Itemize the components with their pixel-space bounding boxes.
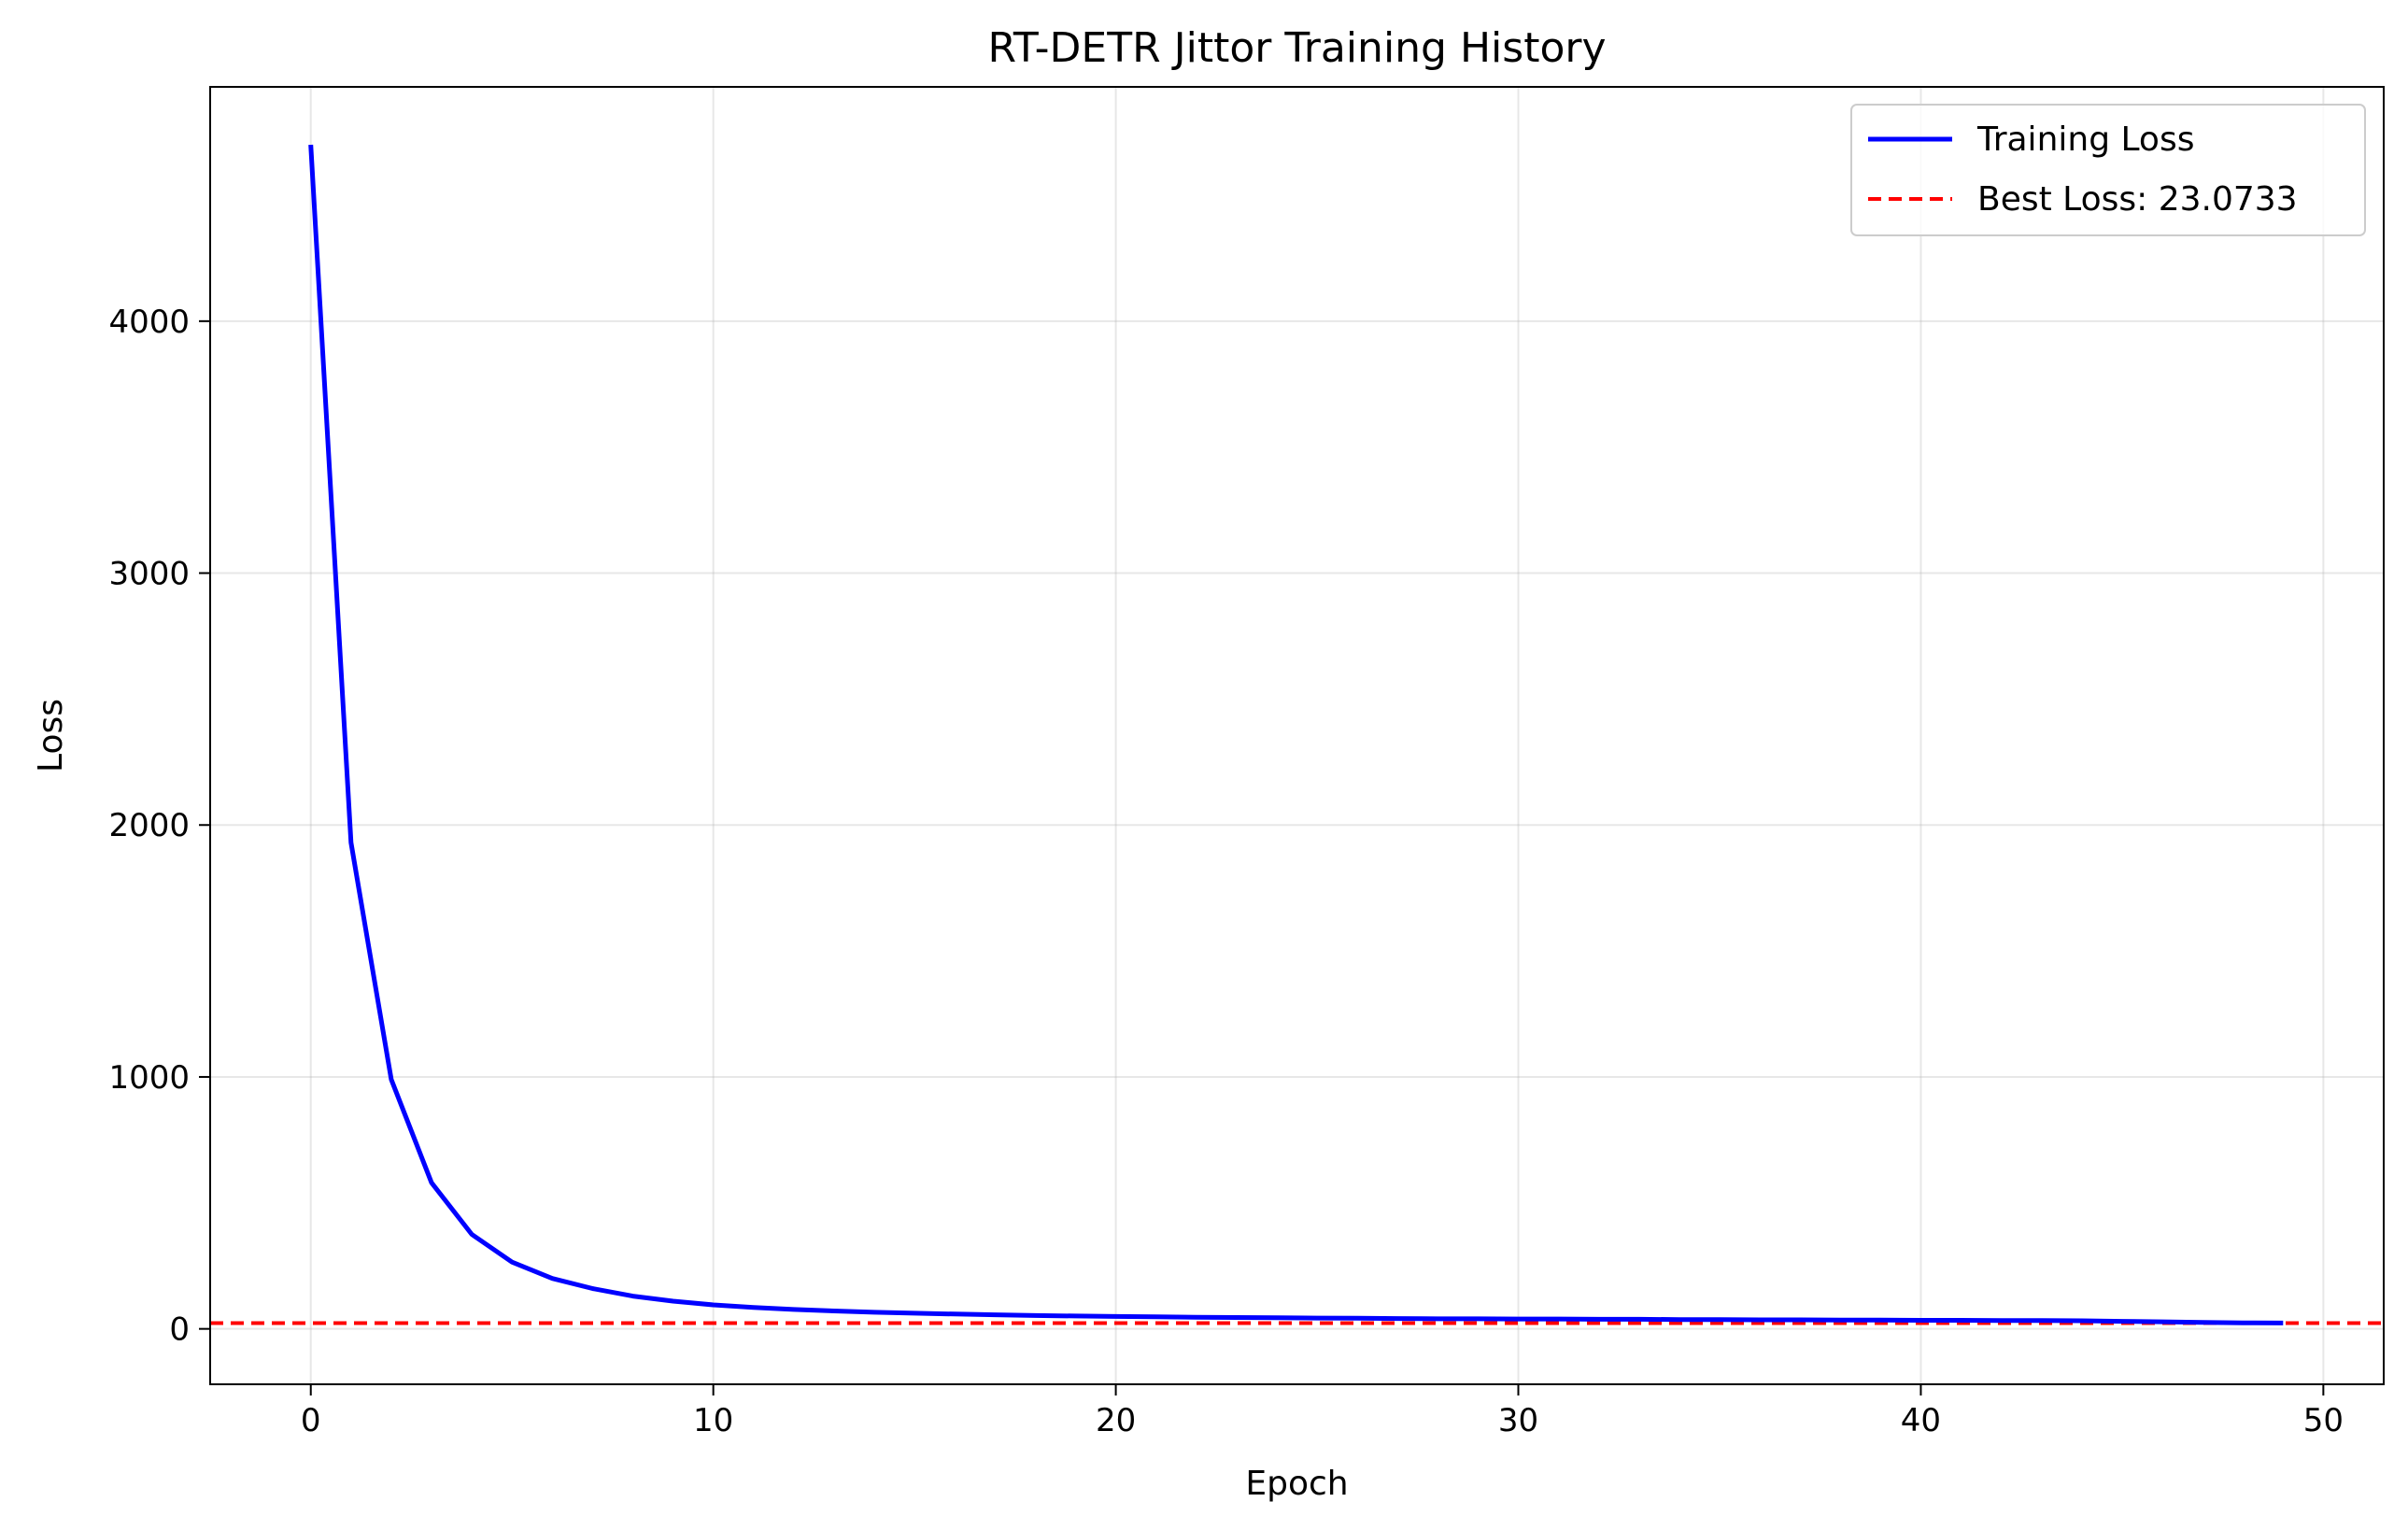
y-tick-label: 4000 xyxy=(108,304,190,341)
legend-label-best-loss: Best Loss: 23.0733 xyxy=(1977,180,2298,219)
y-tick-label: 2000 xyxy=(108,807,190,844)
x-axis-label: Epoch xyxy=(1245,1465,1348,1503)
x-tick-label: 20 xyxy=(1096,1402,1136,1439)
training-loss-line xyxy=(308,144,2284,1325)
tick-layer: 0 10 20 30 40 50 0 1000 2000 3000 4000 xyxy=(108,304,2344,1439)
x-tick-label: 50 xyxy=(2303,1402,2344,1439)
x-tick-label: 30 xyxy=(1498,1402,1538,1439)
x-tick-label: 0 xyxy=(301,1402,321,1439)
chart-title: RT-DETR Jittor Training History xyxy=(987,24,1606,72)
y-tick-label: 0 xyxy=(169,1311,190,1349)
plot-frame xyxy=(209,86,2385,1385)
y-tick-label: 3000 xyxy=(108,556,190,593)
y-tick-label: 1000 xyxy=(108,1059,190,1097)
x-tick-label: 40 xyxy=(1901,1402,1941,1439)
series-layer xyxy=(210,144,2384,1325)
legend: Training Loss Best Loss: 23.0733 xyxy=(1850,104,2366,236)
y-axis-label: Loss xyxy=(32,699,70,772)
grid-layer xyxy=(210,87,2384,1384)
legend-box xyxy=(1850,104,2366,236)
x-tick-label: 10 xyxy=(693,1402,733,1439)
legend-label-training-loss: Training Loss xyxy=(1976,120,2194,159)
